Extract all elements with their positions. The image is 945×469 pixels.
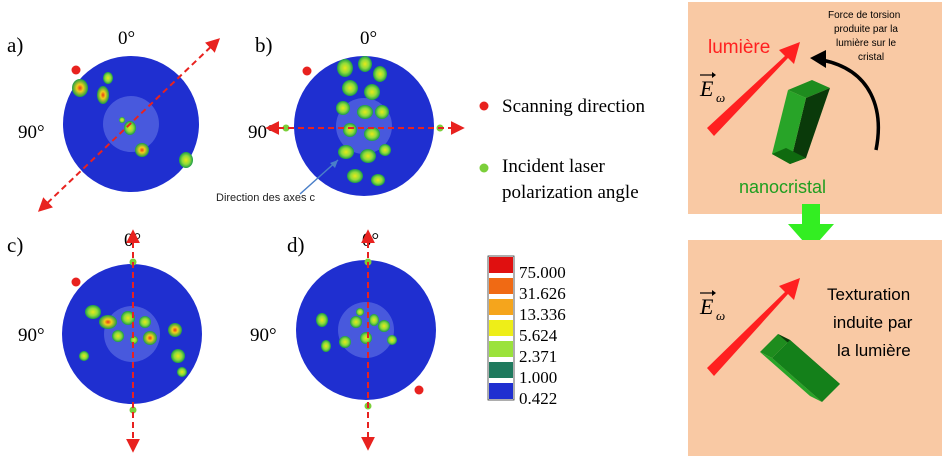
texturation-line-3: la lumière	[837, 341, 911, 360]
panel-c-label: c)	[7, 233, 23, 257]
scan-arrow-a	[37, 38, 221, 212]
scanning-dot-c	[71, 277, 81, 287]
light-arrow-top	[707, 42, 800, 136]
panel-c: c) 0° 90°	[7, 229, 202, 453]
legend-scanning-label: Scanning direction	[502, 96, 645, 117]
panel-b: b) 0° 90° Direction des axes c	[216, 28, 465, 204]
panel-d-angle-top: 0°	[362, 230, 379, 251]
field-sub-top: ω	[716, 90, 725, 105]
panel-a-label: a)	[7, 33, 23, 57]
torsion-line-1: Force de torsion	[828, 10, 900, 21]
panel-a-angle-top: 0°	[118, 28, 135, 49]
colorbar-value-3: 5.624	[519, 326, 558, 345]
panel-a: a) 0° 90°	[7, 28, 221, 212]
legend-incident-label-1: Incident laser	[502, 156, 606, 177]
panel-d: d) 0° 90°	[250, 229, 436, 451]
panel-b-angle-top: 0°	[360, 28, 377, 49]
legend-incident-dot	[479, 163, 489, 173]
torsion-line-4: cristal	[858, 52, 884, 63]
transition-arrow	[788, 204, 834, 250]
colorbar-value-4: 2.371	[519, 347, 557, 366]
field-symbol-bottom: E	[699, 294, 714, 319]
field-sub-bottom: ω	[716, 308, 725, 323]
light-label: lumière	[708, 37, 770, 58]
nanocrystal-bottom	[760, 334, 840, 402]
panel-d-angle-left: 90°	[250, 325, 277, 346]
colorbar-value-0: 75.000	[519, 263, 566, 282]
colorbar-swatch-3	[489, 320, 513, 336]
colorbar-swatch-5	[489, 362, 513, 378]
colorbar-swatch-0	[489, 257, 513, 273]
panel-c-angle-left: 90°	[18, 325, 45, 346]
scanning-dot-a	[71, 65, 81, 75]
legend-scanning-dot	[479, 101, 489, 111]
legend-incident-label-2: polarization angle	[502, 182, 639, 203]
schematic-bottom: E ω Texturation induite par la lumière	[688, 240, 942, 456]
panel-d-label: d)	[287, 233, 305, 257]
colorbar-value-6: 0.422	[519, 389, 557, 408]
colorbar-swatch-1	[489, 278, 513, 294]
colorbar-swatch-6	[489, 383, 513, 399]
nanocrystal-label: nanocristal	[739, 177, 826, 197]
texturation-line-1: Texturation	[827, 285, 910, 304]
colorbar-value-1: 31.626	[519, 284, 566, 303]
texturation-line-2: induite par	[833, 313, 913, 332]
scanning-dot-b	[302, 66, 312, 76]
panel-b-label: b)	[255, 33, 273, 57]
panel-b-angle-left: 90°	[248, 122, 275, 143]
nanocrystal-top	[772, 80, 830, 164]
scanning-dot-d	[414, 385, 424, 395]
light-arrow-bottom	[707, 278, 800, 376]
hotspots-b	[336, 56, 391, 186]
axes-c-pointer	[299, 159, 339, 195]
axes-c-label: Direction des axes c	[216, 192, 316, 204]
legend-markers: Scanning direction Incident laser polari…	[479, 96, 645, 203]
torsion-arrow	[821, 58, 880, 151]
colorbar-swatch-2	[489, 299, 513, 315]
colorbar-value-2: 13.336	[519, 305, 566, 324]
colorbar-swatch-4	[489, 341, 513, 357]
colorbar: 75.000 31.626 13.336 5.624 2.371 1.000 0…	[487, 255, 566, 408]
field-symbol-top: E	[699, 76, 714, 101]
torsion-line-2: produite par la	[834, 24, 898, 35]
panel-a-angle-left: 90°	[18, 122, 45, 143]
torsion-line-3: lumière sur le	[836, 38, 896, 49]
colorbar-value-5: 1.000	[519, 368, 557, 387]
schematic-top: lumière E ω Force de torsion produite pa…	[688, 2, 942, 214]
